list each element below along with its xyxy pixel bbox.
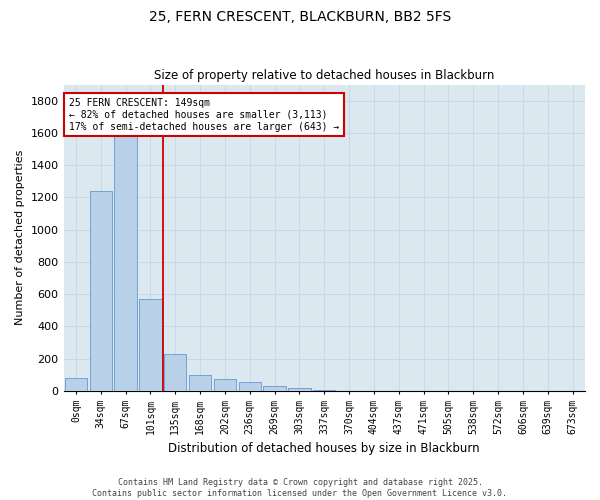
- X-axis label: Distribution of detached houses by size in Blackburn: Distribution of detached houses by size …: [169, 442, 480, 455]
- Bar: [239, 382, 261, 391]
- Bar: [288, 388, 311, 391]
- Text: 25 FERN CRESCENT: 149sqm
← 82% of detached houses are smaller (3,113)
17% of sem: 25 FERN CRESCENT: 149sqm ← 82% of detach…: [69, 98, 339, 132]
- Text: Contains HM Land Registry data © Crown copyright and database right 2025.
Contai: Contains HM Land Registry data © Crown c…: [92, 478, 508, 498]
- Bar: [263, 386, 286, 391]
- Bar: [214, 378, 236, 391]
- Bar: [164, 354, 187, 391]
- Title: Size of property relative to detached houses in Blackburn: Size of property relative to detached ho…: [154, 69, 494, 82]
- Y-axis label: Number of detached properties: Number of detached properties: [15, 150, 25, 326]
- Bar: [65, 378, 87, 391]
- Bar: [115, 120, 137, 391]
- Text: 25, FERN CRESCENT, BLACKBURN, BB2 5FS: 25, FERN CRESCENT, BLACKBURN, BB2 5FS: [149, 10, 451, 24]
- Bar: [89, 191, 112, 391]
- Bar: [189, 374, 211, 391]
- Bar: [313, 390, 335, 391]
- Bar: [139, 299, 161, 391]
